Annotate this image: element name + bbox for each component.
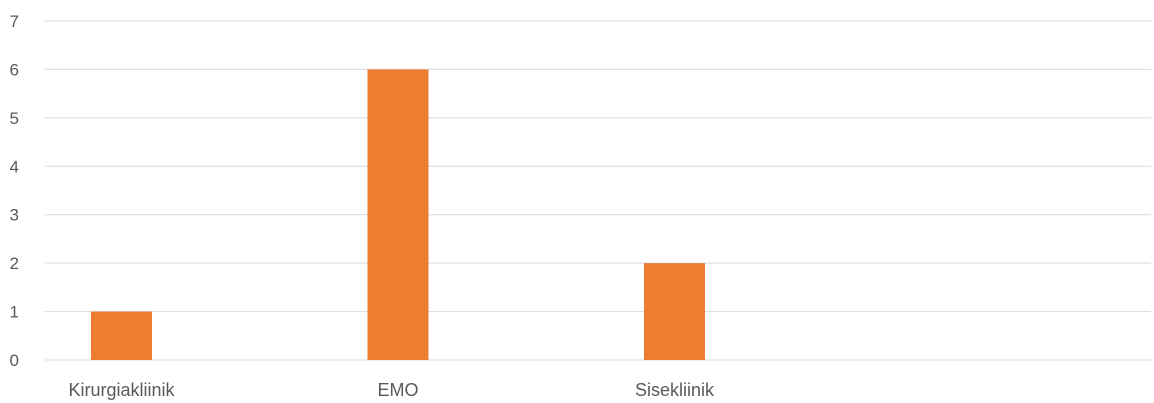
y-tick-label: 3 xyxy=(10,206,19,225)
y-tick-label: 2 xyxy=(10,254,19,273)
y-tick-label: 6 xyxy=(10,60,19,79)
bar-emo xyxy=(367,69,429,360)
gridlines xyxy=(45,20,1151,361)
y-axis-ticks: 0 1 2 3 4 5 6 7 xyxy=(10,12,19,370)
x-category-label: Sisekliinik xyxy=(635,380,715,400)
y-tick-label: 1 xyxy=(10,303,19,322)
x-axis-labels: Kirurgiakliinik EMO Sisekliinik xyxy=(68,380,715,400)
bar-sisekliinik xyxy=(644,263,705,360)
y-tick-label: 0 xyxy=(10,351,19,370)
y-tick-label: 5 xyxy=(10,109,19,128)
x-category-label: Kirurgiakliinik xyxy=(68,380,175,400)
y-tick-label: 4 xyxy=(10,157,19,176)
y-tick-label: 7 xyxy=(10,12,19,31)
x-category-label: EMO xyxy=(377,380,418,400)
bars xyxy=(91,69,705,360)
bar-kirurgiakliinik xyxy=(91,311,152,360)
